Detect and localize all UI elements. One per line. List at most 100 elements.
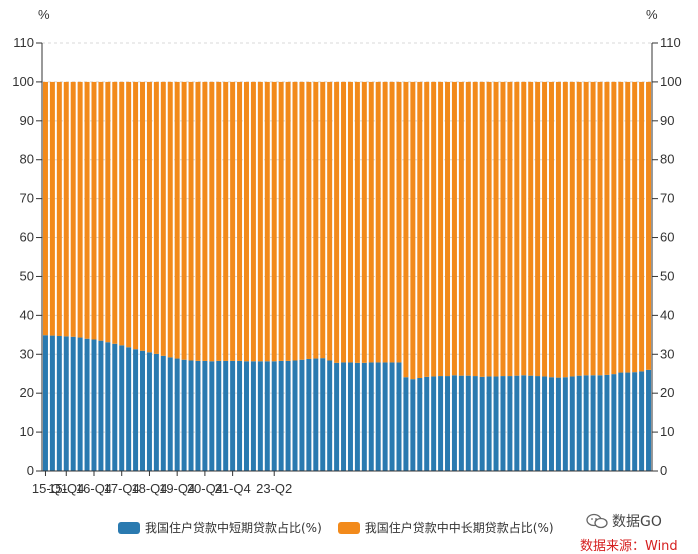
bar-short-term [639, 371, 645, 471]
bar-long-term [528, 81, 534, 376]
bar-short-term [521, 375, 527, 471]
bar-long-term [451, 81, 457, 376]
left-tick-label: 10 [20, 424, 34, 439]
bar-short-term [126, 347, 132, 471]
bar-short-term [299, 359, 305, 471]
bar-long-term [368, 81, 374, 363]
bar-long-term [285, 81, 291, 361]
right-axis-unit: % [646, 7, 658, 22]
legend-swatch-short-term [118, 521, 140, 534]
legend-item-long-term[interactable]: 我国住户贷款中中长期贷款占比(%) [337, 519, 554, 536]
stacked-bar-chart: % % 0 10 20 30 40 50 60 70 80 90 100 110 0 10 20 30 40 5… [12, 7, 682, 496]
legend: 我国住户贷款中短期贷款占比(%) 我国住户贷款中中长期贷款占比(%) [118, 519, 554, 536]
bar-long-term [417, 81, 423, 379]
left-tick-label: 100 [12, 74, 34, 89]
bar-long-term [98, 81, 104, 341]
bar-long-term [583, 81, 589, 376]
bar-short-term [417, 378, 423, 471]
bar-long-term [188, 81, 194, 361]
left-tick-label: 80 [20, 152, 34, 167]
bar-long-term [403, 81, 409, 378]
bar-long-term [216, 81, 222, 361]
bar-long-term [431, 81, 437, 377]
bar-long-term [438, 81, 444, 377]
bar-long-term [500, 81, 506, 377]
bar-long-term [299, 81, 305, 360]
bar-short-term [341, 362, 347, 471]
legend-swatch-long-term [337, 521, 360, 534]
right-tick-label: 100 [660, 74, 682, 89]
bar-short-term [250, 361, 256, 471]
bar-long-term [514, 81, 520, 376]
bar-long-term [465, 81, 471, 376]
bar-short-term [445, 376, 451, 471]
x-tick-label: 15-Q1 [32, 481, 68, 496]
bar-short-term [278, 360, 284, 471]
bar-short-term [133, 349, 139, 471]
bar-short-term [56, 335, 62, 471]
bar-short-term [535, 376, 541, 471]
x-tick-label: 19-Q4 [159, 481, 195, 496]
bar-long-term [354, 81, 360, 363]
bar-long-term [341, 81, 347, 363]
bar-short-term [368, 362, 374, 471]
bar-long-term [361, 81, 367, 363]
legend-item-short-term[interactable]: 我国住户贷款中短期贷款占比(%) [118, 519, 322, 536]
bar-long-term [112, 81, 118, 344]
bar-short-term [382, 362, 388, 471]
bar-long-term [604, 81, 610, 375]
bar-short-term [230, 360, 236, 471]
wechat-icon [586, 513, 608, 529]
bar-short-term [562, 377, 568, 471]
bar-long-term [237, 81, 243, 361]
bar-short-term [542, 376, 548, 471]
bar-long-term [160, 81, 166, 356]
brand-watermark: 数据GO [586, 511, 662, 531]
bar-long-term [375, 81, 381, 363]
bar-short-term [597, 375, 603, 471]
right-tick-label: 0 [660, 463, 667, 478]
bar-long-term [105, 81, 111, 343]
bar-long-term [167, 81, 173, 358]
bar-long-term [70, 81, 76, 337]
bar-short-term [257, 361, 263, 471]
bar-long-term [271, 81, 277, 362]
legend-label-short-term: 我国住户贷款中短期贷款占比(%) [145, 521, 322, 535]
bar-long-term [223, 81, 229, 361]
bar-long-term [424, 81, 430, 377]
bar-long-term [56, 81, 62, 336]
bar-long-term [535, 81, 541, 377]
bar-long-term [521, 81, 527, 376]
bar-short-term [555, 377, 561, 471]
bar-long-term [618, 81, 624, 373]
bar-long-term [140, 81, 146, 351]
left-tick-label: 70 [20, 191, 34, 206]
bar-short-term [202, 360, 208, 471]
x-tick-label: 20-Q4 [187, 481, 223, 496]
bar-long-term [49, 81, 55, 336]
bar-long-term [389, 81, 395, 363]
right-tick-label: 110 [660, 35, 681, 50]
bar-short-term [264, 361, 270, 471]
bar-long-term [313, 81, 319, 359]
right-tick-label: 50 [660, 268, 674, 283]
bar-short-term [646, 369, 652, 471]
bar-short-term [625, 372, 631, 471]
bar-long-term [396, 81, 402, 363]
bar-long-term [597, 81, 603, 376]
bar-short-term [174, 358, 180, 471]
bar-short-term [119, 345, 125, 471]
bar-long-term [472, 81, 478, 377]
bar-short-term [438, 376, 444, 471]
bar-short-term [105, 342, 111, 471]
axes [36, 42, 658, 476]
bar-long-term [243, 81, 249, 362]
bar-short-term [632, 372, 638, 471]
bar-long-term [77, 81, 83, 338]
left-tick-label: 90 [20, 113, 34, 128]
bar-long-term [382, 81, 388, 363]
bar-long-term [306, 81, 312, 359]
bar-short-term [361, 362, 367, 471]
bar-long-term [611, 81, 617, 375]
bar-short-term [195, 360, 201, 471]
